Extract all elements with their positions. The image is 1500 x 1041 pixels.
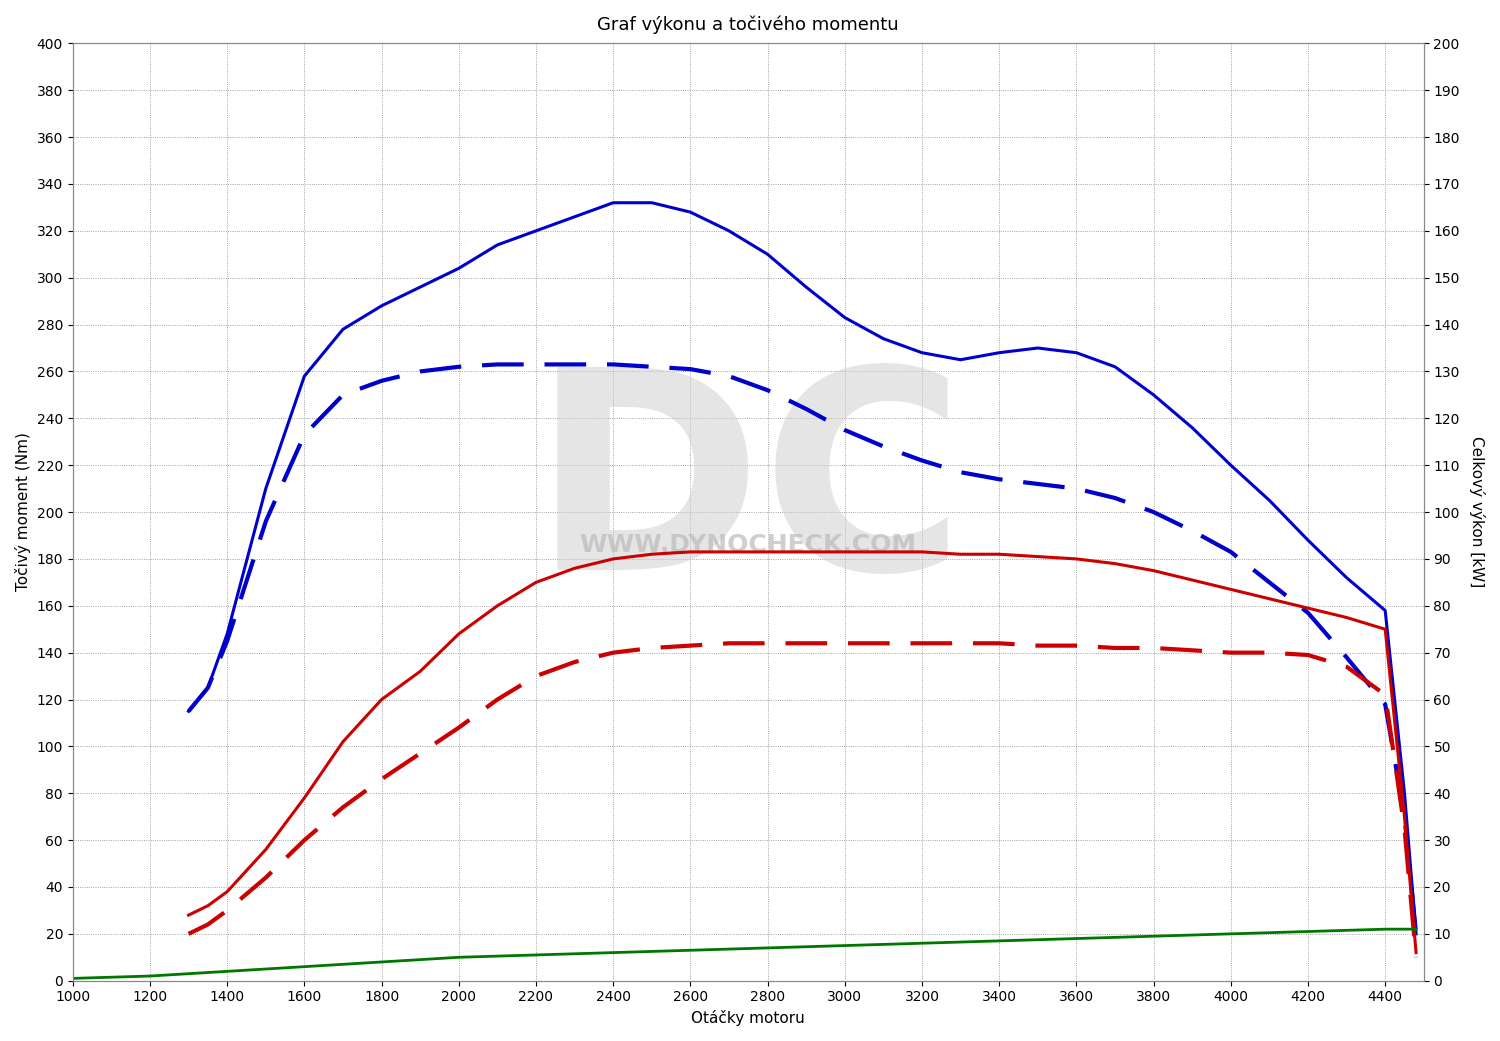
Text: WWW.DYNOCHECK.COM: WWW.DYNOCHECK.COM (579, 533, 916, 557)
Text: DC: DC (531, 358, 966, 629)
X-axis label: Otáčky motoru: Otáčky motoru (692, 1010, 806, 1026)
Title: Graf výkonu a točivého momentu: Graf výkonu a točivého momentu (597, 15, 898, 33)
Y-axis label: Celkový výkon [kW]: Celkový výkon [kW] (1468, 436, 1485, 588)
Y-axis label: Točivý moment (Nm): Točivý moment (Nm) (15, 433, 32, 591)
